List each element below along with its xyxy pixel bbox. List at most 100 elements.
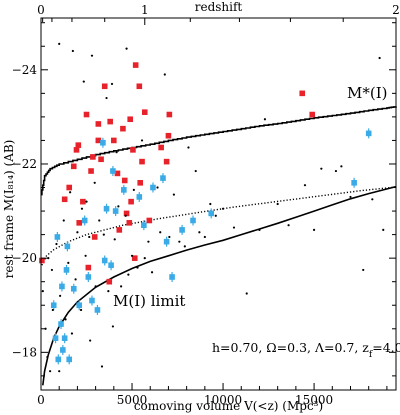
data-point-dot bbox=[120, 285, 123, 288]
data-point-dot bbox=[64, 318, 67, 321]
data-point-red-square bbox=[131, 255, 138, 261]
data-point-dot bbox=[58, 370, 61, 373]
data-point-dot bbox=[159, 231, 162, 234]
data-point-blue-square bbox=[50, 302, 57, 309]
data-point-blue-square bbox=[208, 210, 215, 217]
data-point-dot bbox=[41, 290, 44, 293]
data-point-dot bbox=[172, 193, 175, 196]
data-point-dot bbox=[125, 47, 128, 50]
data-point-dot bbox=[51, 308, 54, 312]
data-point-dot bbox=[132, 188, 135, 191]
data-point-dot bbox=[74, 278, 77, 281]
data-point-red-square bbox=[101, 83, 108, 90]
data-point-dot bbox=[140, 139, 144, 142]
data-point-dot bbox=[287, 224, 290, 227]
data-point-dot bbox=[187, 146, 190, 149]
data-point-blue-square bbox=[64, 243, 71, 250]
data-point-red-square bbox=[137, 180, 144, 186]
data-point-dot bbox=[143, 257, 146, 260]
data-point-dot bbox=[89, 339, 92, 342]
data-point-dot bbox=[340, 165, 343, 168]
curves-layer bbox=[41, 106, 397, 386]
data-point-dot bbox=[334, 169, 338, 173]
data-point-dot bbox=[110, 82, 114, 86]
data-point-blue-square bbox=[81, 217, 88, 224]
data-point-dot bbox=[203, 235, 206, 239]
bottom-tick-label: 5000 bbox=[117, 393, 148, 407]
data-point-dot bbox=[303, 184, 307, 187]
data-point-dot bbox=[47, 257, 50, 260]
bottom-tick-label: 15000 bbox=[295, 393, 333, 407]
data-point-red-square bbox=[165, 132, 172, 139]
top-tick-label: 2 bbox=[392, 3, 400, 17]
mstar-curve bbox=[41, 106, 397, 196]
data-point-dot bbox=[382, 228, 385, 231]
data-point-dot bbox=[150, 271, 154, 274]
data-point-blue-square bbox=[169, 274, 175, 280]
data-point-blue-square bbox=[70, 285, 77, 292]
data-point-dot bbox=[124, 214, 127, 217]
limit-curve bbox=[42, 185, 397, 386]
data-point-blue-square bbox=[351, 180, 357, 186]
data-point-blue-square bbox=[76, 302, 83, 309]
data-point-blue-square bbox=[100, 139, 106, 146]
data-point-blue-square bbox=[141, 222, 147, 228]
data-point-red-square bbox=[76, 220, 83, 226]
cosmology-main: h=0.70, Ω=0.3, Λ=0.7, z bbox=[212, 340, 369, 355]
data-point-red-square bbox=[121, 177, 128, 184]
data-point-dot bbox=[209, 202, 212, 206]
data-point-blue-square bbox=[103, 205, 110, 212]
data-point-blue-square bbox=[63, 267, 70, 273]
data-point-red-square bbox=[126, 220, 133, 226]
data-point-dot bbox=[105, 96, 108, 100]
bottom-tick-label: 10000 bbox=[204, 393, 242, 407]
top-tick-label: 0 bbox=[37, 3, 45, 17]
data-point-blue-square bbox=[66, 356, 73, 363]
data-point-blue-square bbox=[190, 217, 196, 224]
data-point-dot bbox=[113, 238, 116, 241]
data-point-red-square bbox=[132, 62, 139, 68]
data-point-blue-square bbox=[94, 307, 101, 313]
data-point-red-square bbox=[91, 234, 98, 240]
data-point-blue-square bbox=[101, 257, 108, 264]
bottom-axis-title: comoving volume V(<z) (Mpc³) bbox=[134, 399, 323, 413]
data-point-dot bbox=[117, 205, 120, 208]
data-point-blue-square bbox=[179, 227, 185, 233]
data-point-dot bbox=[55, 242, 58, 246]
data-point-red-square bbox=[106, 278, 113, 285]
data-point-blue-square bbox=[61, 335, 68, 342]
data-point-red-square bbox=[95, 121, 102, 127]
data-point-red-square bbox=[66, 184, 73, 191]
data-point-dot bbox=[46, 355, 49, 359]
mstar-curve-label: M*(I) bbox=[347, 84, 388, 102]
data-point-red-square bbox=[114, 170, 121, 177]
data-point-dot bbox=[130, 254, 134, 257]
data-point-red-square bbox=[116, 227, 123, 233]
data-point-dot bbox=[69, 191, 72, 194]
data-point-dot bbox=[79, 308, 83, 312]
data-point-dot bbox=[71, 49, 74, 53]
data-point-dot bbox=[194, 169, 197, 173]
data-point-dot bbox=[156, 186, 159, 189]
data-point-red-square bbox=[85, 264, 92, 271]
data-point-red-square bbox=[39, 257, 45, 264]
data-point-red-square bbox=[136, 83, 143, 90]
data-point-dot bbox=[136, 266, 139, 269]
data-point-dot bbox=[371, 198, 374, 201]
bottom-tick-label: 0 bbox=[37, 393, 45, 407]
limit-curve-label: M(I) limit bbox=[113, 292, 185, 310]
data-point-dot bbox=[312, 228, 316, 231]
data-point-blue-square bbox=[136, 194, 143, 200]
data-point-dot bbox=[82, 80, 85, 83]
data-point-red-square bbox=[73, 147, 80, 153]
data-point-dot bbox=[147, 240, 150, 243]
left-tick-label: −22 bbox=[12, 157, 37, 171]
data-point-dot bbox=[59, 294, 62, 297]
left-tick-label: −20 bbox=[12, 251, 37, 265]
data-point-red-square bbox=[123, 210, 130, 217]
data-point-dot bbox=[111, 325, 115, 328]
data-point-dot bbox=[127, 273, 130, 276]
data-point-red-square bbox=[127, 116, 134, 123]
data-point-dot bbox=[84, 254, 87, 257]
